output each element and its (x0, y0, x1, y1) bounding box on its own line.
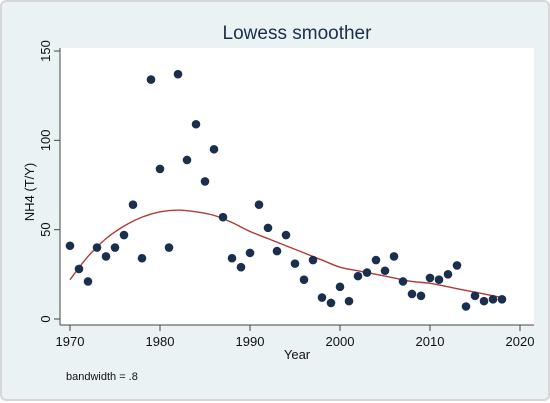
data-point (92, 243, 102, 252)
data-point (209, 144, 219, 154)
data-point (479, 296, 489, 306)
data-point (434, 275, 444, 284)
data-point (371, 255, 381, 265)
data-point (326, 298, 336, 308)
data-point (344, 296, 354, 306)
y-tick-label: 100 (38, 129, 53, 151)
data-point (182, 155, 192, 165)
data-point (173, 69, 183, 79)
data-point (353, 271, 363, 281)
data-point (452, 261, 462, 270)
data-point (308, 255, 318, 265)
data-point (425, 273, 435, 283)
data-point (227, 253, 237, 263)
scatter-points (65, 69, 507, 311)
data-point (272, 246, 282, 256)
data-point (335, 282, 345, 292)
data-point (137, 253, 147, 263)
y-tick-label: 0 (38, 315, 53, 322)
data-point (245, 248, 255, 258)
x-axis-title: Year (284, 347, 311, 362)
y-tick-label: 150 (38, 40, 53, 62)
data-point (128, 200, 138, 209)
data-point (389, 252, 399, 261)
data-point (218, 212, 228, 222)
x-tick-label: 1970 (56, 334, 85, 349)
bandwidth-note: bandwidth = .8 (66, 371, 138, 383)
x-ticks: 1970 1980 1990 2000 2010 2020 (56, 325, 535, 349)
data-point (299, 275, 309, 284)
y-tick-label: 50 (38, 222, 53, 236)
x-tick-label: 1980 (146, 334, 175, 349)
data-point (254, 200, 264, 209)
data-point (470, 291, 480, 301)
data-point (317, 293, 327, 302)
data-point (200, 177, 210, 186)
data-point (164, 243, 174, 252)
x-tick-label: 2000 (326, 334, 355, 349)
data-point (236, 262, 246, 272)
y-axis-title: NH4 (T/Y) (22, 163, 37, 222)
data-point (416, 291, 426, 301)
x-tick-label: 2020 (506, 334, 535, 349)
data-point (281, 230, 291, 240)
chart-title: Lowess smoother (223, 23, 373, 44)
data-point (407, 289, 417, 299)
data-point (263, 223, 273, 233)
data-point (461, 302, 471, 311)
data-point (362, 268, 372, 277)
data-point (380, 266, 390, 276)
lowess-smoother-line (69, 209, 503, 299)
data-point (110, 243, 120, 252)
data-point (74, 264, 84, 274)
data-point (101, 252, 111, 261)
data-point (398, 277, 408, 286)
data-point (497, 295, 507, 304)
x-tick-label: 2010 (416, 334, 445, 349)
x-tick-label: 1990 (236, 334, 265, 349)
data-point (83, 277, 93, 286)
plot-area (60, 48, 534, 325)
data-point (65, 241, 75, 251)
data-point (443, 270, 453, 279)
data-point (119, 230, 129, 240)
data-point (146, 75, 156, 84)
y-ticks: 0 50 100 150 (38, 40, 60, 323)
data-point (191, 119, 201, 129)
data-point (488, 295, 498, 304)
data-point (155, 164, 165, 174)
data-point (290, 259, 300, 268)
